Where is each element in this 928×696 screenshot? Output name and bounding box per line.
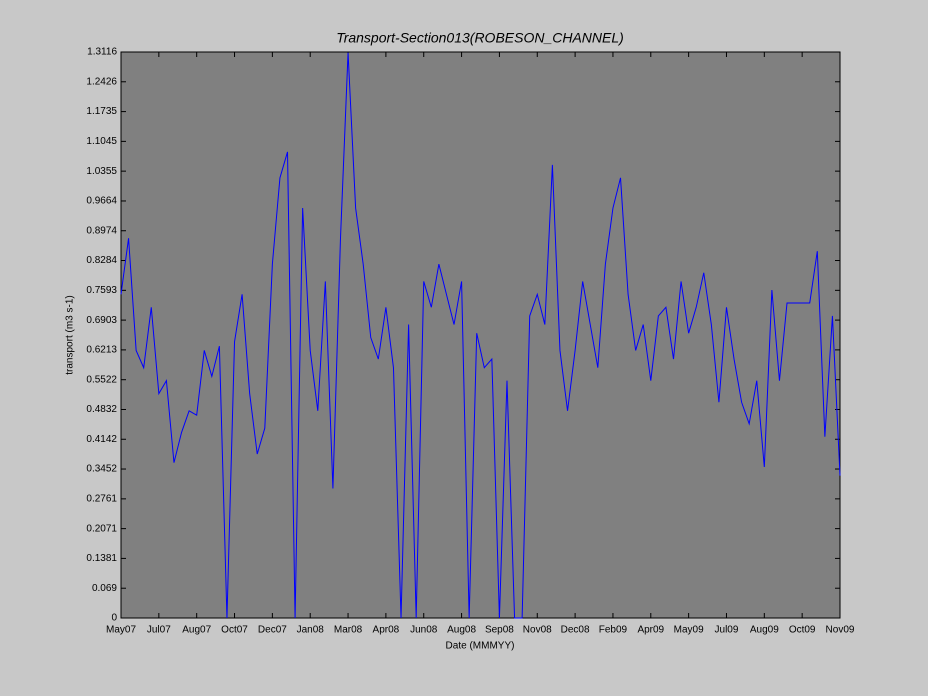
y-tick-label: 0.3452 — [86, 464, 117, 475]
x-tick-label: Jun08 — [410, 625, 438, 636]
x-tick-label: Dec07 — [258, 625, 287, 636]
y-tick-label: 1.1735 — [86, 106, 117, 117]
y-tick-label: 0.4142 — [86, 434, 117, 445]
x-tick-label: Feb09 — [599, 625, 628, 636]
x-tick-label: Oct09 — [789, 625, 816, 636]
x-tick-label: Nov09 — [826, 625, 855, 636]
y-tick-label: 0 — [111, 613, 117, 624]
y-axis-label: transport (m3 s-1) — [65, 295, 76, 374]
y-tick-label: 0.8974 — [86, 225, 117, 236]
y-tick-label: 0.2071 — [86, 523, 117, 534]
y-tick-label: 0.8284 — [86, 255, 117, 266]
y-tick-label: 0.9664 — [86, 196, 117, 207]
x-tick-label: Jan08 — [297, 625, 325, 636]
y-tick-label: 0.2761 — [86, 493, 117, 504]
y-tick-label: 0.1381 — [86, 553, 117, 564]
x-tick-label: Jul07 — [147, 625, 171, 636]
y-tick-label: 1.3116 — [87, 47, 117, 58]
x-tick-label: Dec08 — [561, 625, 590, 636]
y-tick-label: 0.6903 — [86, 315, 117, 326]
x-tick-label: Nov08 — [523, 625, 552, 636]
chart-title: Transport-Section013(ROBESON_CHANNEL) — [336, 30, 624, 46]
y-tick-label: 1.2426 — [86, 76, 117, 87]
x-tick-label: Apr08 — [373, 625, 400, 636]
y-tick-label: 0.6213 — [86, 345, 117, 356]
x-axis-label: Date (MMMYY) — [446, 641, 515, 652]
y-tick-label: 0.7593 — [86, 285, 117, 296]
y-tick-label: 1.1045 — [86, 136, 117, 147]
y-tick-label: 0.4832 — [86, 404, 117, 415]
data-line — [120, 52, 841, 619]
x-tick-label: Apr09 — [637, 625, 664, 636]
y-tick-label: 1.0355 — [86, 166, 117, 177]
x-tick-label: Sep08 — [485, 625, 514, 636]
plot-area — [120, 51, 841, 619]
x-tick-label: May09 — [674, 625, 704, 636]
x-tick-label: Aug09 — [750, 625, 779, 636]
x-tick-label: Aug07 — [182, 625, 211, 636]
x-tick-label: Mar08 — [334, 625, 363, 636]
y-tick-label: 0.069 — [92, 583, 117, 594]
x-tick-label: May07 — [106, 625, 136, 636]
x-tick-label: Jul09 — [715, 625, 739, 636]
x-tick-label: Oct07 — [221, 625, 248, 636]
y-tick-label: 0.5522 — [86, 374, 117, 385]
x-tick-label: Aug08 — [447, 625, 476, 636]
